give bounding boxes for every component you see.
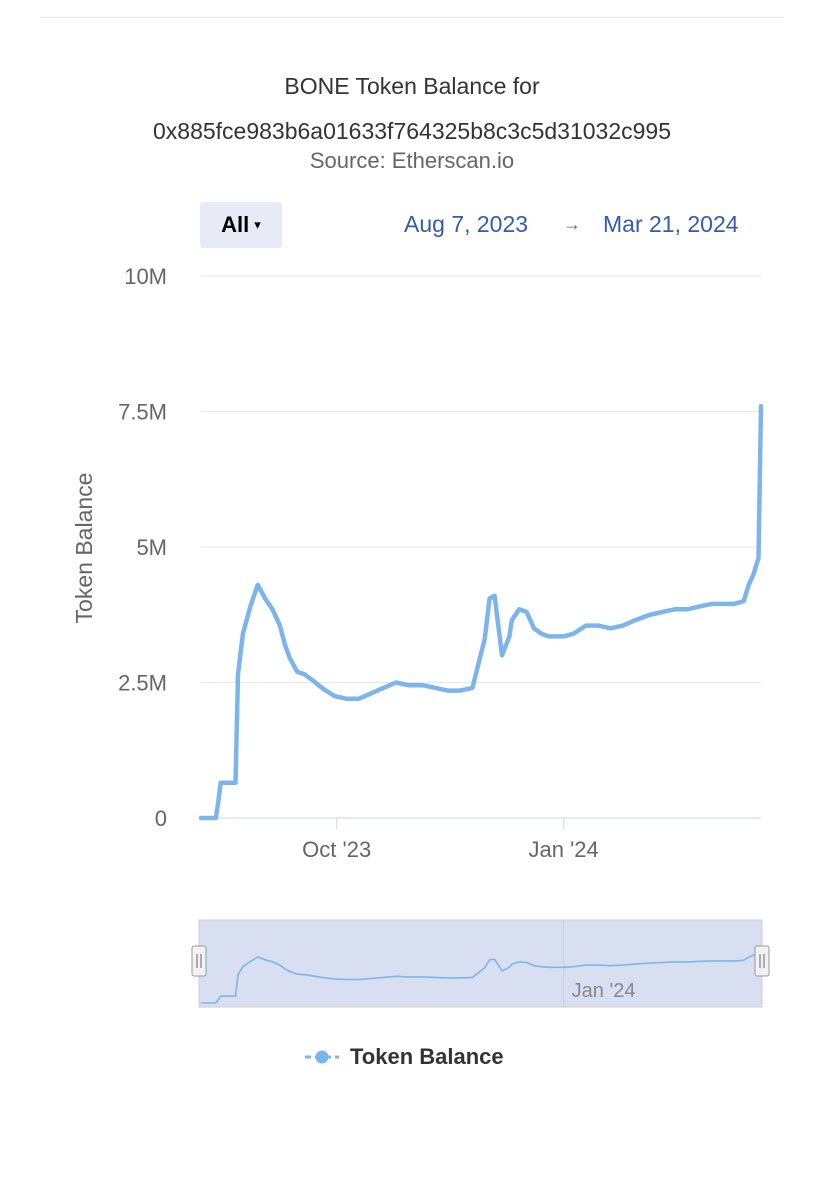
- range-selector-label: All: [221, 212, 250, 237]
- navigator-selection-mask[interactable]: [198, 919, 763, 1008]
- navigator-tick-label: Jan '24: [572, 980, 636, 1002]
- range-arrow-icon: →: [563, 214, 581, 234]
- legend-item-token-balance[interactable]: Token Balance: [304, 1040, 504, 1074]
- dropdown-caret-icon: ▾: [254, 217, 261, 232]
- legend-label: Token Balance: [350, 1044, 504, 1069]
- grid-lines: [201, 275, 761, 683]
- navigator[interactable]: Jan '24: [191, 919, 770, 1008]
- chart-title-line2: 0x885fce983b6a01633f764325b8c3c5d31032c9…: [153, 118, 671, 144]
- y-tick-label: 5M: [136, 535, 167, 560]
- x-tick-label: Jan '24: [529, 837, 599, 862]
- series-group: [198, 403, 764, 821]
- y-axis-labels: 0 2.5M 5M 7.5M 10M: [118, 264, 167, 831]
- x-axis: Oct '23 Jan '24: [201, 817, 761, 862]
- legend-line-dot-icon: [305, 1050, 339, 1064]
- y-tick-label: 0: [155, 806, 167, 831]
- y-tick-label: 2.5M: [118, 671, 167, 696]
- y-tick-label: 10M: [124, 264, 167, 289]
- navigator-handle-right[interactable]: [754, 945, 770, 977]
- top-divider: [40, 17, 784, 18]
- navigator-series-line: [201, 954, 761, 1004]
- chart-title-line1: BONE Token Balance for: [284, 73, 540, 99]
- y-tick-label: 7.5M: [118, 400, 167, 425]
- range-selector-button[interactable]: All ▾: [200, 202, 282, 248]
- range-from-date-input[interactable]: Aug 7, 2023: [404, 211, 529, 237]
- series-line-token-balance: [198, 403, 764, 821]
- chart-subtitle: Source: Etherscan.io: [309, 148, 515, 173]
- navigator-handle-left[interactable]: [191, 945, 207, 977]
- x-tick-label: Oct '23: [302, 837, 371, 862]
- range-to-date-input[interactable]: Mar 21, 2024: [603, 211, 739, 237]
- y-axis-title: Token Balance: [71, 473, 97, 624]
